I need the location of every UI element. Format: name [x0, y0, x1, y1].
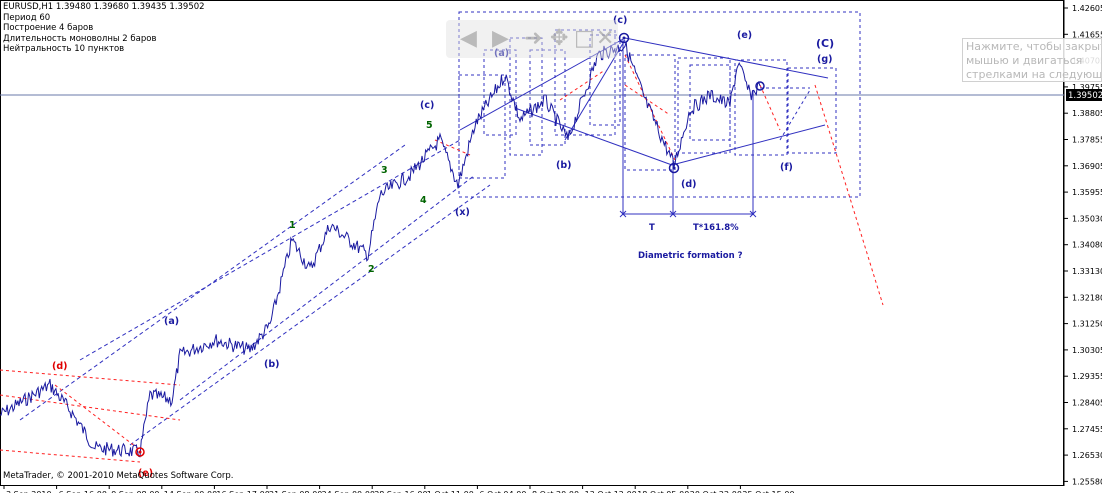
time-tick-label: 9 Sep 08:00: [111, 490, 159, 493]
label-e-top: (e): [737, 30, 752, 41]
price-tick-label: 1.26530: [1072, 451, 1102, 460]
time-tick-label: 3 Sep 2010: [6, 490, 52, 493]
label-d-mid: (d): [681, 179, 696, 190]
label-g: (g): [817, 54, 832, 65]
label-wave-1: 1: [289, 220, 296, 231]
label-e-red: (e): [138, 468, 153, 479]
time-tick-label: 25 Oct 15:00: [742, 490, 794, 493]
price-tick-label: 1.29355: [1072, 372, 1102, 381]
time-tick-label: 20 Oct 22:00: [690, 490, 742, 493]
label-wave-2: 2: [368, 264, 375, 275]
price-tick-label: 1.37855: [1072, 136, 1102, 145]
current-price-label: 1.39502: [1068, 91, 1102, 101]
price-tick-label: 1.27455: [1072, 425, 1102, 434]
label-c-top: (c): [613, 15, 627, 26]
select-icon[interactable]: □: [574, 26, 595, 51]
label-x: (x): [455, 207, 470, 218]
price-tick-label: 1.34080: [1072, 241, 1102, 250]
tooltip-line-2: мышью и двигаться: [966, 54, 1083, 67]
hint-tooltip[interactable]: Нажмите, чтобы закрыть и мышью и двигать…: [962, 38, 1102, 82]
price-tick-label: 1.35030: [1072, 214, 1102, 223]
price-tick-label: 1.31250: [1072, 320, 1102, 329]
label-a-left: (a): [164, 316, 179, 327]
price-tick-label: 1.32180: [1072, 293, 1102, 302]
floating-toolbar: ◀ ▶ ➜ ✥ □ ✕: [446, 20, 618, 58]
pivot-d: [668, 162, 680, 174]
pivot-current: [755, 81, 765, 91]
time-axis: 3 Sep 2010 6 Sep 16:00 9 Sep 08:00 14 Sep 0…: [3, 486, 795, 493]
chart-frame: [0, 0, 1064, 486]
label-t: T: [649, 223, 655, 233]
price-tick-label: 1.35955: [1072, 188, 1102, 197]
price-tick-label: 1.36905: [1072, 162, 1102, 171]
label-b-left: (b): [264, 359, 279, 370]
red-trend-lines-left: [0, 369, 181, 463]
symbol-line: EURUSD,H1 1.39480 1.39680 1.39435 1.3950…: [3, 2, 205, 12]
copyright: MetaTrader, © 2001-2010 MetaQuotes Softw…: [3, 471, 234, 481]
time-tick-label: 14 Sep 00:00: [164, 490, 217, 493]
label-d-red: (d): [52, 361, 67, 372]
label-b-mid: (b): [556, 160, 571, 171]
label-wave-3: 3: [381, 165, 388, 176]
time-ratio-markers: [619, 40, 757, 218]
label-c-mid: (c): [420, 100, 434, 111]
time-tick-label: 1 Oct 11:00: [427, 490, 474, 493]
time-tick-label: 8 Oct 20:00: [532, 490, 579, 493]
time-tick-label: 6 Sep 16:00: [59, 490, 107, 493]
price-tick-label: 1.33130: [1072, 267, 1102, 276]
label-f: (f): [780, 162, 793, 173]
label-wave-4: 4: [420, 195, 427, 206]
price-tick-label: 1.39755: [1072, 83, 1102, 92]
move-icon[interactable]: ✥: [550, 26, 569, 51]
current-price-marker: [1066, 89, 1102, 101]
price-tick-label: 1.41655: [1072, 30, 1102, 39]
period-line: Период 60: [3, 12, 51, 23]
label-wave-5: 5: [426, 120, 433, 131]
arrow-left-icon[interactable]: ◀: [460, 26, 477, 51]
price-tick-label: 1.42605: [1072, 4, 1102, 13]
pivot-c-top: [618, 32, 630, 44]
label-t-ratio: T*161.8%: [693, 223, 739, 233]
price-tick-label: 1.25580: [1072, 477, 1102, 486]
label-a-top: (a): [494, 48, 509, 59]
close-icon[interactable]: ✕: [596, 26, 615, 51]
price-axis: 1.426051.416551.407051.397551.388051.378…: [1064, 4, 1102, 486]
label-formation: Diametric formation ?: [638, 251, 743, 261]
time-tick-label: 28 Sep 16:00: [374, 490, 427, 493]
diametric-boxes: [458, 11, 861, 198]
label-C-big: (C): [816, 37, 834, 50]
price-tick-label: 1.28405: [1072, 399, 1102, 408]
time-tick-label: 6 Oct 04:00: [479, 490, 526, 493]
chart-info-panel: EURUSD,H1 1.39480 1.39680 1.39435 1.3950…: [3, 2, 205, 55]
monowave-line: Длительность моноволны 2 баров: [3, 33, 157, 44]
tooltip-line-1: Нажмите, чтобы закрыть и: [966, 40, 1101, 53]
pivot-markers: [135, 32, 765, 457]
neutrality-line: Нейтральность 10 пунктов: [3, 44, 125, 54]
price-series: [0, 41, 761, 458]
pivot-e-red: [135, 447, 145, 457]
time-tick-label: 13 Oct 12:00: [585, 490, 637, 493]
arrow-right-icon[interactable]: ▶: [492, 26, 509, 51]
construction-line: Построение 4 баров: [3, 23, 94, 33]
price-tick-label: 1.30305: [1072, 346, 1102, 355]
time-tick-label: 21 Sep 08:00: [269, 490, 322, 493]
arrow-right-small-icon[interactable]: ➜: [524, 26, 543, 51]
time-tick-label: 18 Oct 05:00: [637, 490, 689, 493]
tooltip-line-3: стрелками на следующий: [966, 68, 1102, 81]
impulse-channel: [19, 139, 491, 446]
red-trend-lines-right: [434, 54, 884, 306]
time-tick-label: 16 Sep 17:00: [216, 490, 269, 493]
price-tick-label: 1.38805: [1072, 109, 1102, 118]
time-tick-label: 24 Sep 00:00: [322, 490, 375, 493]
